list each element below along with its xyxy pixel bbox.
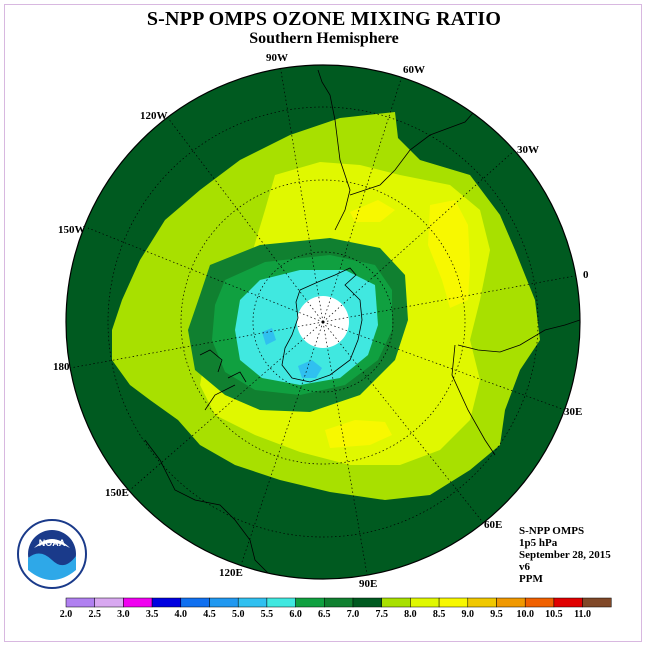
colorbar-label: 5.5 <box>261 609 274 620</box>
colorbar-swatch <box>180 597 210 608</box>
antarctica-coast <box>281 267 363 383</box>
colorbar-swatch <box>582 597 612 608</box>
colorbar-swatch <box>324 597 354 608</box>
colorbar-label: 8.5 <box>433 609 446 620</box>
lon-label-90e: 90E <box>359 578 377 590</box>
coastlines <box>144 69 580 579</box>
colorbar-label: 11.0 <box>574 609 591 620</box>
lon-label-30w: 30W <box>517 144 539 156</box>
svg-text:NOAA: NOAA <box>39 538 66 548</box>
colorbar-label: 7.5 <box>375 609 388 620</box>
lon-label-150e: 150E <box>105 487 129 499</box>
lon-label-120e: 120E <box>219 567 243 579</box>
colorbar-swatch <box>65 597 95 608</box>
lon-label-0: 0 <box>583 269 589 281</box>
graticule <box>69 65 580 579</box>
map-subtitle: Southern Hemisphere <box>249 30 399 47</box>
lon-label-30e: 30E <box>564 406 582 418</box>
colorbar-swatch <box>266 597 296 608</box>
colorbar-swatch <box>237 597 268 608</box>
colorbar-swatch <box>467 597 497 608</box>
colorbar-swatch <box>123 597 153 608</box>
colorbar-label: 9.5 <box>490 609 503 620</box>
contour-5-0-a <box>298 360 322 378</box>
colorbar-label: 6.5 <box>318 609 331 620</box>
colorbar-label: 3.5 <box>146 609 159 620</box>
info-block: S-NPP OMPS 1p5 hPa September 28, 2015 v6… <box>519 525 611 585</box>
colorbar-swatch <box>524 597 555 608</box>
colorbar-swatch <box>151 597 182 608</box>
colorbar-swatch <box>381 597 411 608</box>
colorbar-label: 10.5 <box>545 609 563 620</box>
lon-label-120w: 120W <box>140 110 168 122</box>
colorbar: 2.0 2.5 3.0 3.5 4.0 4.5 5.0 5.5 6.0 6.5 7.0 7.5 8.0 8… <box>60 597 612 620</box>
colorbar-swatch <box>438 597 469 608</box>
colorbar-label: 2.0 <box>60 609 73 620</box>
colorbar-label: 6.0 <box>289 609 302 620</box>
colorbar-label: 5.0 <box>232 609 245 620</box>
map-title: S-NPP OMPS OZONE MIXING RATIO <box>146 8 502 30</box>
noaa-logo: NOAA <box>17 519 87 589</box>
info-level: 1p5 hPa <box>519 537 558 549</box>
lon-label-60e: 60E <box>484 519 502 531</box>
colorbar-swatch <box>410 597 440 608</box>
colorbar-label: 4.5 <box>203 609 216 620</box>
contour-8-5-a <box>428 200 470 308</box>
colorbar-swatch <box>209 597 239 608</box>
colorbar-label: 3.0 <box>117 609 130 620</box>
colorbar-label: 4.0 <box>175 609 188 620</box>
new-zealand-coast <box>199 349 247 383</box>
colorbar-swatch <box>295 597 325 608</box>
contour-8-5-b <box>325 420 392 448</box>
lon-label-180: 180 <box>53 361 70 373</box>
map-border <box>65 64 581 580</box>
info-units: PPM <box>519 573 543 585</box>
ozone-field <box>66 65 580 579</box>
colorbar-label: 7.0 <box>347 609 360 620</box>
lon-label-90w: 90W <box>266 52 288 64</box>
info-version: v6 <box>519 561 530 573</box>
colorbar-swatch <box>496 597 526 608</box>
colorbar-label: 8.0 <box>404 609 417 620</box>
info-date: September 28, 2015 <box>519 549 611 561</box>
lon-label-150w: 150W <box>58 224 86 236</box>
page-frame <box>4 4 642 642</box>
colorbar-swatch <box>94 597 124 608</box>
contour-5-0-b <box>262 328 276 345</box>
info-instrument: S-NPP OMPS <box>519 525 585 537</box>
africa-coast <box>451 319 580 456</box>
colorbar-swatch <box>553 597 583 608</box>
australia-coast <box>144 384 291 579</box>
lon-label-60w: 60W <box>403 64 425 76</box>
contour-8-5-c <box>350 200 395 222</box>
pole-marker <box>321 320 325 324</box>
colorbar-swatch <box>352 597 382 608</box>
colorbar-label: 10.0 <box>516 609 534 620</box>
colorbar-label: 9.0 <box>462 609 475 620</box>
colorbar-label: 2.5 <box>88 609 101 620</box>
